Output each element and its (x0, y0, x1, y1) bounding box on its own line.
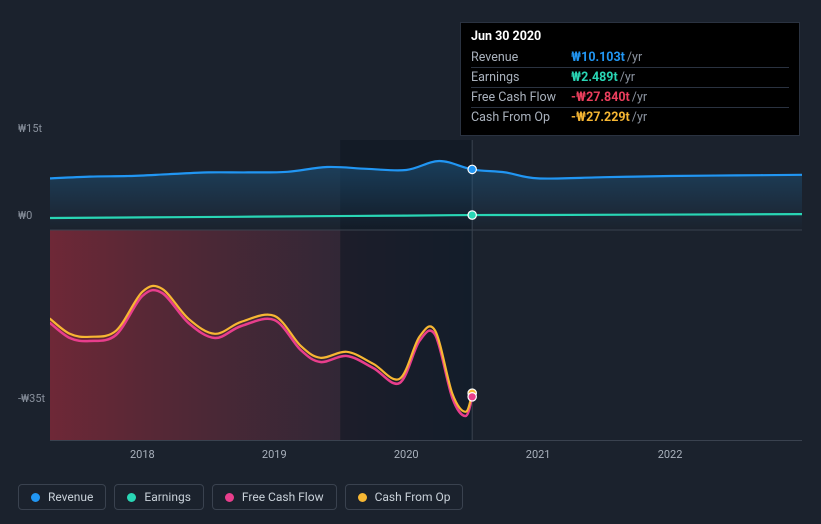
marker-free-cash-flow (468, 393, 476, 401)
x-axis-label: 2021 (526, 448, 551, 461)
x-axis-label: 2020 (394, 448, 419, 461)
tooltip-label: Earnings (471, 70, 571, 85)
chart-svg[interactable] (50, 140, 802, 440)
plot-border-bottom (50, 440, 802, 441)
chart-container: Jun 30 2020 Revenue₩10.103t /yrEarnings₩… (0, 0, 821, 524)
tooltip-row: Revenue₩10.103t /yr (471, 48, 789, 68)
legend-item-cash-from-op[interactable]: Cash From Op (345, 484, 464, 510)
legend-item-earnings[interactable]: Earnings (114, 484, 204, 510)
legend-label: Revenue (48, 490, 93, 504)
tooltip-label: Cash From Op (471, 110, 571, 125)
x-axis-label: 2019 (262, 448, 287, 461)
y-axis-label: ₩0 (18, 209, 48, 222)
x-axis-label: 2022 (658, 448, 683, 461)
legend-item-free-cash-flow[interactable]: Free Cash Flow (212, 484, 337, 510)
tooltip-row: Cash From Op-₩27.229t /yr (471, 108, 789, 127)
tooltip-row: Free Cash Flow-₩27.840t /yr (471, 88, 789, 108)
legend-item-revenue[interactable]: Revenue (18, 484, 106, 510)
tooltip-label: Free Cash Flow (471, 90, 571, 105)
marker-revenue (468, 165, 476, 173)
x-axis-label: 2018 (130, 448, 155, 461)
legend-label: Free Cash Flow (242, 490, 324, 504)
legend-dot-icon (225, 493, 234, 502)
y-axis-label: -₩35t (18, 392, 48, 405)
tooltip-unit: /yr (627, 50, 642, 65)
y-axis-label: ₩15t (18, 122, 48, 135)
marker-earnings (468, 211, 476, 219)
legend-dot-icon (358, 493, 367, 502)
tooltip-unit: /yr (632, 90, 647, 105)
tooltip-label: Revenue (471, 50, 571, 65)
tooltip-unit: /yr (632, 110, 647, 125)
legend-label: Earnings (144, 490, 191, 504)
tooltip-value: -₩27.229t (571, 110, 630, 125)
legend-dot-icon (127, 493, 136, 502)
tooltip-value: ₩2.489t (571, 70, 618, 85)
tooltip-unit: /yr (620, 70, 635, 85)
tooltip-value: ₩10.103t (571, 50, 625, 65)
tooltip-row: Earnings₩2.489t /yr (471, 68, 789, 88)
tooltip-value: -₩27.840t (571, 90, 630, 105)
hover-tooltip: Jun 30 2020 Revenue₩10.103t /yrEarnings₩… (460, 22, 800, 136)
legend-dot-icon (31, 493, 40, 502)
legend: Revenue Earnings Free Cash Flow Cash From O… (18, 484, 463, 510)
legend-label: Cash From Op (375, 490, 451, 504)
tooltip-date: Jun 30 2020 (471, 29, 789, 44)
